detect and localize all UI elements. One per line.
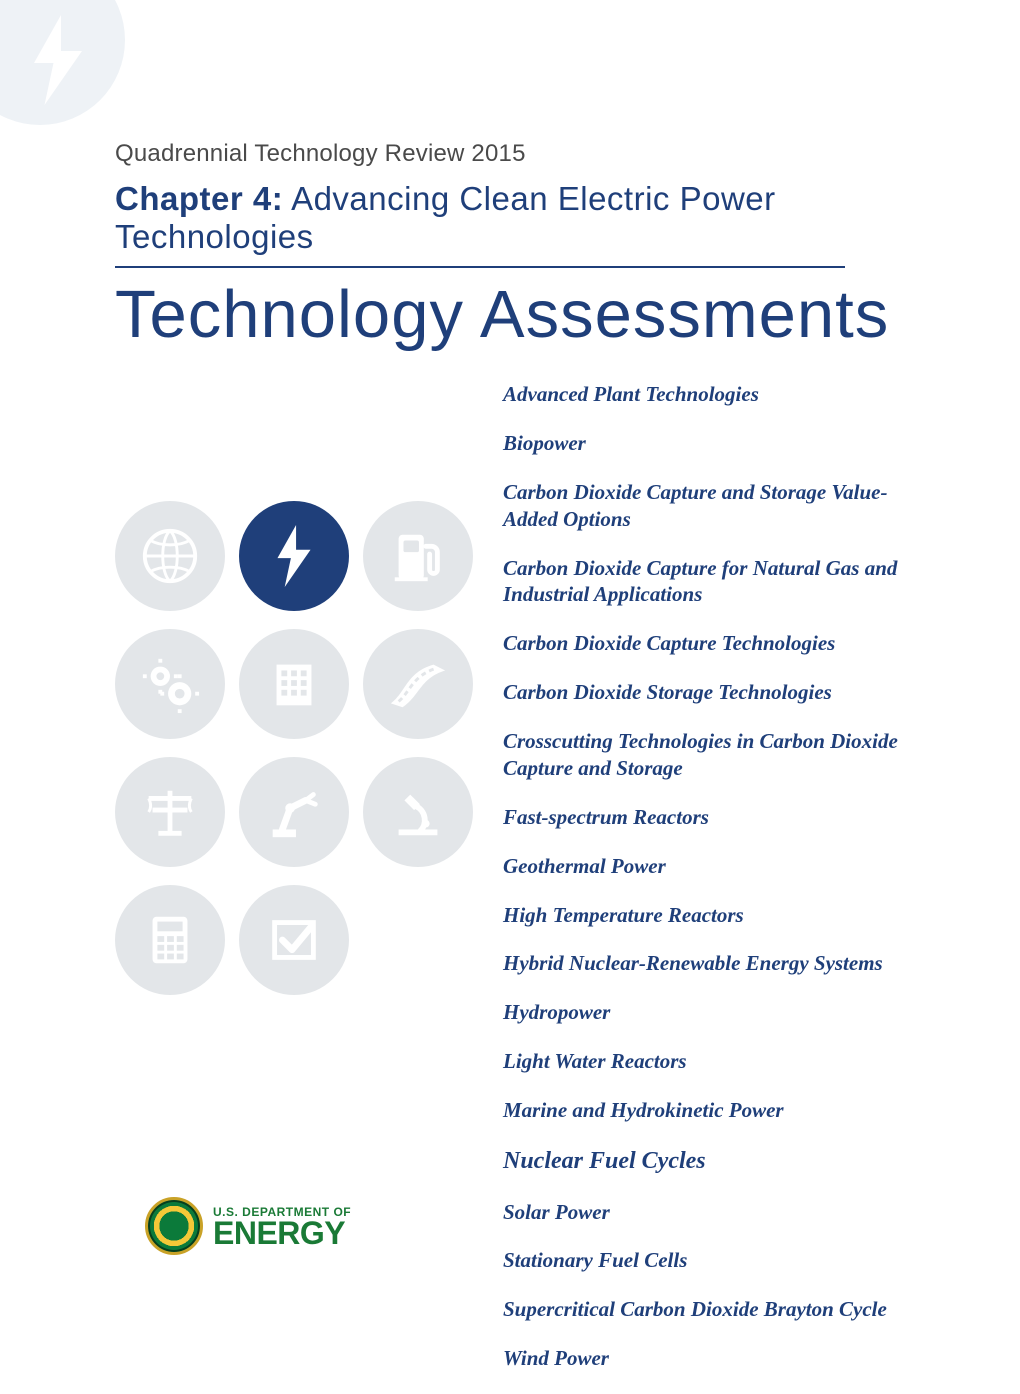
topic-list: Advanced Plant Technologies Biopower Carbo… — [495, 381, 940, 1394]
topic-item: Hybrid Nuclear-Renewable Energy Systems — [503, 950, 940, 977]
topic-item: Carbon Dioxide Storage Technologies — [503, 679, 940, 706]
topic-item: Solar Power — [503, 1199, 940, 1226]
topic-item: Carbon Dioxide Capture and Storage Value… — [503, 479, 940, 533]
robot-arm-icon — [239, 757, 349, 867]
divider — [115, 266, 845, 268]
gears-icon — [115, 629, 225, 739]
doe-logo: U.S. DEPARTMENT OF ENERGY — [145, 1197, 351, 1255]
topic-item: Marine and Hydrokinetic Power — [503, 1097, 940, 1124]
topic-item: Carbon Dioxide Capture Technologies — [503, 630, 940, 657]
checkbox-icon — [239, 885, 349, 995]
topic-item: Biopower — [503, 430, 940, 457]
doe-line2: ENERGY — [213, 1219, 351, 1248]
icon-grid — [115, 501, 495, 995]
calculator-icon — [115, 885, 225, 995]
power-line-icon — [115, 757, 225, 867]
pretitle: Quadrennial Technology Review 2015 — [115, 140, 940, 168]
doe-seal-icon — [145, 1197, 203, 1255]
topic-item: Light Water Reactors — [503, 1048, 940, 1075]
chapter-label: Chapter 4: — [115, 180, 283, 217]
topic-item: Fast-spectrum Reactors — [503, 804, 940, 831]
topic-item: Crosscutting Technologies in Carbon Diox… — [503, 728, 940, 782]
topic-item: High Temperature Reactors — [503, 902, 940, 929]
topic-item: Nuclear Fuel Cycles — [503, 1146, 940, 1177]
topic-item: Wind Power — [503, 1345, 940, 1372]
road-icon — [363, 629, 473, 739]
topic-item: Geothermal Power — [503, 853, 940, 880]
topic-item: Stationary Fuel Cells — [503, 1247, 940, 1274]
bolt-icon — [28, 15, 88, 105]
main-title: Technology Assessments — [115, 276, 940, 353]
building-icon — [239, 629, 349, 739]
doe-logo-text: U.S. DEPARTMENT OF ENERGY — [213, 1205, 351, 1248]
fuel-pump-icon — [363, 501, 473, 611]
topic-item: Hydropower — [503, 999, 940, 1026]
corner-bolt-badge — [0, 0, 125, 125]
bolt-icon — [239, 501, 349, 611]
topic-item: Carbon Dioxide Capture for Natural Gas a… — [503, 555, 940, 609]
chapter-line: Chapter 4: Advancing Clean Electric Powe… — [115, 180, 940, 256]
microscope-icon — [363, 757, 473, 867]
globe-icon — [115, 501, 225, 611]
topic-item: Advanced Plant Technologies — [503, 381, 940, 408]
topic-item: Supercritical Carbon Dioxide Brayton Cyc… — [503, 1296, 940, 1323]
